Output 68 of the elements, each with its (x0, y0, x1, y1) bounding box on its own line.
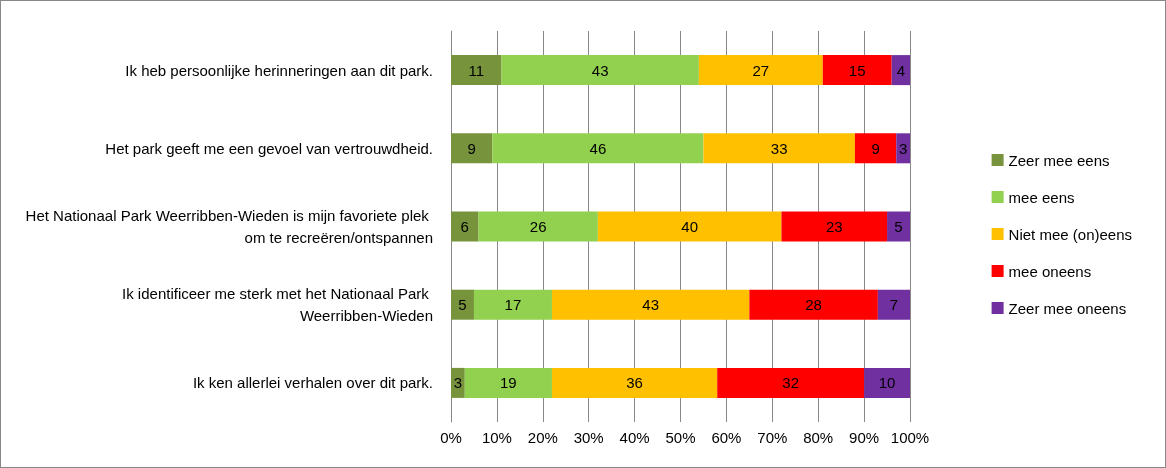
data-label: 43 (591, 61, 609, 79)
x-tick-label: 80% (803, 429, 834, 446)
data-label: 23 (825, 218, 843, 235)
x-tick-label: 90% (849, 429, 880, 446)
data-label: 10 (878, 374, 896, 392)
data-label: 5 (894, 218, 903, 235)
data-label: 11 (468, 61, 485, 79)
y-tick-label: Het park geeft me een gevoel van vertrouwdheid. (105, 139, 433, 157)
data-label: 9 (871, 139, 880, 157)
bar (822, 55, 892, 86)
bar (703, 133, 855, 164)
bar (501, 55, 699, 86)
x-tick-label: 10% (481, 429, 512, 446)
data-label: 7 (889, 296, 899, 314)
legend-label: Zeer mee eens (1008, 151, 1110, 169)
legend-label: mee eens (1008, 188, 1075, 206)
y-tick-label: Ik identificeer me sterk met het Nationaal Park Weerribben-Wieden (122, 285, 433, 325)
bar (717, 367, 865, 398)
data-label: 3 (898, 139, 908, 157)
bar (478, 211, 598, 242)
data-label: 32 (782, 374, 799, 392)
bar (451, 55, 502, 86)
data-label: 26 (529, 218, 547, 235)
x-tick-label: 60% (711, 429, 742, 446)
x-tick-label: 100% (890, 429, 930, 446)
y-tick-label: Het Nationaal Park Weerribben-Wieden is mijn favoriete plek om te recreëren/ontspannen (25, 207, 433, 246)
bar (551, 289, 750, 320)
data-label: 17 (504, 296, 522, 314)
data-label: 9 (467, 139, 476, 157)
legend-label: Niet mee (on)eens (1008, 225, 1133, 243)
bar (464, 367, 552, 398)
x-tick-label: 20% (527, 429, 558, 446)
bar (887, 211, 910, 242)
legend-label: Zeer mee oneens (1008, 299, 1127, 317)
legend-label: mee oneens (1008, 262, 1092, 280)
x-tick-label: 0% (440, 429, 462, 446)
x-tick-label: 50% (665, 429, 696, 446)
data-label: 19 (500, 374, 517, 392)
bar (492, 133, 704, 164)
data-label: 46 (589, 139, 607, 157)
bar (451, 289, 474, 320)
data-label: 5 (458, 296, 467, 314)
bar (854, 133, 897, 164)
bar (551, 367, 718, 398)
data-label: 43 (642, 296, 660, 314)
data-label: 28 (805, 296, 822, 314)
bar (597, 211, 782, 242)
data-label: 3 (453, 374, 463, 392)
bar (473, 289, 552, 320)
data-label: 15 (848, 61, 866, 79)
data-label: 27 (752, 61, 770, 79)
data-label: 6 (460, 218, 469, 235)
x-tick-label: 40% (619, 429, 650, 446)
bar (451, 211, 479, 242)
bar (877, 289, 910, 320)
x-tick-label: 70% (757, 429, 788, 446)
data-label: 4 (896, 61, 905, 79)
data-label: 36 (626, 374, 643, 392)
bar (781, 211, 888, 242)
bar (451, 133, 493, 164)
bar (749, 289, 878, 320)
y-tick-label: Ik heb persoonlijke herinneringen aan dit park. (125, 61, 433, 79)
data-label: 40 (681, 218, 699, 235)
bar (698, 55, 823, 86)
bar (864, 367, 910, 398)
y-tick-label: Ik ken allerlei verhalen over dit park. (192, 374, 433, 392)
data-label: 33 (770, 139, 788, 157)
x-tick-label: 30% (573, 429, 604, 446)
